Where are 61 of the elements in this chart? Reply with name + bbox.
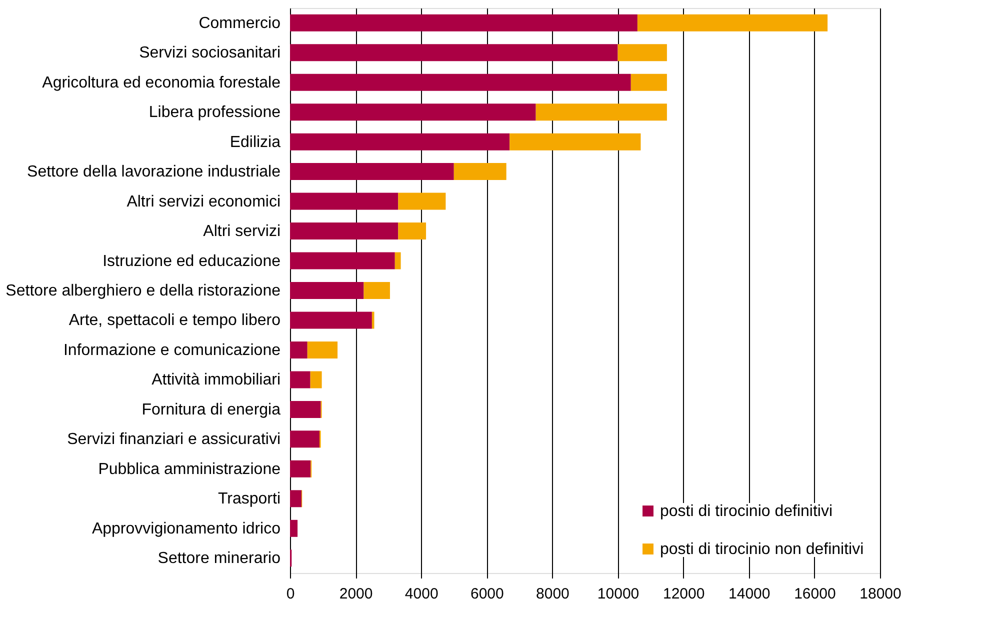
- bar: [637, 14, 828, 32]
- bar: [290, 371, 310, 388]
- bar: [290, 400, 321, 418]
- bar: [290, 222, 398, 240]
- x-tick-label: 6000: [470, 586, 504, 602]
- bar: [290, 14, 638, 32]
- x-tick-label: 10000: [597, 586, 640, 602]
- y-tick-label: Istruzione ed educazione: [102, 252, 281, 270]
- y-tick-label: Settore minerario: [158, 550, 281, 568]
- bar: [290, 74, 631, 91]
- y-tick-label: Attività immobiliari: [152, 372, 280, 389]
- y-tick-label: Agricoltura ed economia forestale: [42, 74, 281, 92]
- bar: [398, 192, 446, 210]
- bar: [290, 520, 298, 537]
- x-tick-label: 16000: [794, 586, 836, 602]
- y-tick-label: Trasporti: [218, 490, 280, 508]
- y-tick-label: Servizi finanziari e assicurativi: [67, 431, 280, 448]
- bar: [290, 430, 320, 448]
- y-tick-label: Settore della lavorazione industriale: [27, 164, 281, 181]
- y-tick-label: Fornitura di energia: [142, 401, 281, 418]
- bar: [510, 133, 641, 150]
- x-tick-label: 14000: [728, 586, 770, 602]
- bar: [290, 490, 302, 508]
- bar: [454, 163, 506, 180]
- bar: [364, 282, 390, 299]
- y-tick-label: Approvvigionamento idrico: [92, 520, 281, 538]
- bar: [630, 74, 667, 91]
- y-tick-label: Settore alberghiero e della ristorazione: [6, 282, 281, 300]
- bar: [398, 222, 426, 240]
- bar: [290, 460, 311, 478]
- x-tick-label: 2000: [339, 586, 373, 602]
- bar: [290, 104, 536, 121]
- bar: [290, 163, 454, 180]
- y-tick-label: Commercio: [198, 14, 281, 32]
- bar: [290, 341, 308, 358]
- x-tick-label: 18000: [860, 586, 902, 602]
- bar: [536, 104, 667, 121]
- y-tick-label: Arte, spettacoli e tempo libero: [68, 312, 281, 330]
- bar: [290, 312, 372, 329]
- bar: [394, 252, 401, 270]
- legend-label: posti di tirocinio non definitivi: [660, 541, 864, 558]
- bar: [290, 252, 395, 270]
- y-tick-label: Altri servizi: [203, 223, 280, 240]
- x-tick-label: 12000: [662, 586, 705, 602]
- x-tick-label: 0: [286, 586, 295, 602]
- bar: [290, 192, 398, 210]
- y-tick-label: Altri servizi economici: [126, 193, 280, 210]
- x-tick-label: 8000: [536, 586, 570, 602]
- bar: [290, 133, 510, 150]
- y-tick-label: Servizi sociosanitari: [139, 44, 280, 62]
- y-tick-label: Pubblica amministrazione: [98, 460, 281, 478]
- y-tick-label: Edilizia: [230, 134, 281, 151]
- bar: [618, 44, 667, 62]
- y-tick-label: Informazione e comunicazione: [63, 342, 281, 359]
- bar: [310, 371, 322, 388]
- y-tick-label: Libera professione: [148, 104, 281, 122]
- x-tick-label: 4000: [404, 586, 438, 602]
- bar: [290, 44, 618, 62]
- legend-label: posti di tirocinio definitivi: [660, 503, 833, 520]
- bar: [307, 341, 338, 358]
- bar: [290, 282, 364, 299]
